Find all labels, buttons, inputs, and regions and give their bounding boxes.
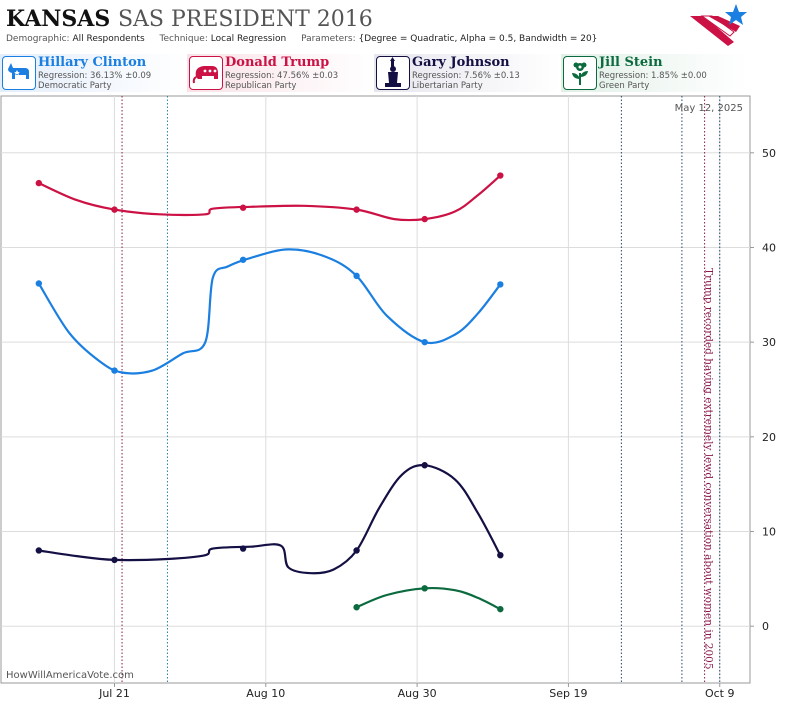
data-point-johnson-4 (421, 462, 428, 469)
series-lines (35, 172, 504, 613)
series-line-johnson (38, 464, 502, 575)
legend-regression-johnson: Regression: 7.56% ±0.13 (412, 71, 520, 81)
x-tick-label-2: Aug 30 (398, 687, 437, 700)
data-point-johnson-3 (353, 547, 360, 554)
legend-name-johnson: Gary Johnson (412, 55, 510, 70)
legend-item-johnson: Gary Johnson Regression: 7.56% ±0.13 Lib… (374, 54, 561, 92)
param-demographic: Demographic: All Respondents (6, 34, 145, 44)
data-point-clinton-1 (111, 367, 118, 374)
y-tick-label-10: 10 (762, 526, 776, 539)
legend-regression-clinton: Regression: 36.13% ±0.09 (38, 71, 152, 81)
date-label: May 12, 2025 (675, 103, 743, 114)
star-flag-logo-icon (690, 4, 747, 46)
y-tick-label-0: 0 (762, 620, 769, 633)
watermark: HowWillAmericaVote.com (6, 670, 134, 681)
data-point-stein-2 (497, 605, 504, 613)
liberty-icon (376, 56, 410, 90)
legend-name-stein: Jill Stein (599, 55, 663, 70)
data-point-trump-5 (497, 172, 504, 179)
data-point-stein-1 (421, 585, 428, 592)
candidate-legend: Hillary Clinton Regression: 36.13% ±0.09… (0, 54, 749, 94)
plot-frame (0, 95, 751, 684)
param-technique: Technique: Local Regression (159, 34, 287, 44)
y-tick-label-30: 30 (762, 336, 776, 349)
param-parameters: Parameters: {Degree = Quadratic, Alpha =… (301, 34, 598, 44)
event-annotation: Trump recorded having extremely lewd con… (703, 268, 715, 670)
legend-item-stein: Jill Stein Regression: 1.85% ±0.00 Green… (561, 54, 748, 92)
series-line-clinton (37, 248, 502, 375)
title-race: SAS PRESIDENT 2016 (117, 7, 373, 32)
y-axis-ticks: 0 10 20 30 40 50 (750, 147, 776, 633)
y-tick-label-20: 20 (762, 431, 776, 444)
legend-item-clinton: Hillary Clinton Regression: 36.13% ±0.09… (0, 54, 187, 92)
page-title: KANSAS SAS PRESIDENT 2016 (6, 6, 373, 33)
data-point-stein-0 (353, 604, 360, 611)
legend-item-trump: Donald Trump Regression: 47.56% ±0.03 Re… (187, 54, 374, 92)
donkey-icon (2, 56, 36, 90)
y-tick-label-40: 40 (762, 241, 776, 254)
legend-party-trump: Republican Party (225, 81, 297, 91)
legend-regression-trump: Regression: 47.56% ±0.03 (225, 71, 339, 81)
x-tick-label-3: Sep 19 (549, 687, 587, 700)
grid-lines (1, 96, 750, 683)
x-tick-label-4: Oct 9 (705, 687, 735, 700)
data-point-johnson-1 (111, 556, 118, 564)
data-point-johnson-5 (497, 551, 504, 559)
x-tick-label-1: Aug 10 (246, 687, 285, 700)
elephant-icon (189, 56, 223, 90)
data-point-johnson-0 (35, 547, 43, 554)
flower-icon (563, 56, 597, 90)
legend-name-clinton: Hillary Clinton (38, 55, 147, 70)
data-point-trump-0 (35, 179, 43, 187)
data-point-trump-1 (111, 206, 118, 213)
title-state: KANSAS (6, 6, 111, 32)
x-axis-ticks: Jul 21 Aug 10 Aug 30 Sep 19 Oct 9 (98, 683, 734, 700)
data-point-clinton-0 (35, 280, 43, 287)
legend-party-stein: Green Party (599, 81, 650, 91)
data-point-trump-2 (239, 204, 247, 211)
data-point-trump-4 (421, 215, 428, 223)
parameters-line: Demographic: All Respondents Technique: … (6, 34, 609, 44)
legend-party-johnson: Libertarian Party (412, 81, 483, 91)
series-line-trump (38, 174, 502, 222)
y-tick-label-50: 50 (762, 147, 776, 160)
x-tick-label-0: Jul 21 (98, 687, 130, 700)
chart-header: KANSAS SAS PRESIDENT 2016 Demographic: A… (0, 0, 749, 50)
data-point-clinton-2 (239, 256, 247, 263)
data-point-clinton-5 (497, 281, 504, 288)
data-point-johnson-2 (239, 545, 247, 552)
data-point-clinton-3 (353, 272, 360, 280)
data-point-trump-3 (353, 206, 360, 213)
series-line-stein (356, 586, 501, 611)
legend-regression-stein: Regression: 1.85% ±0.00 (599, 71, 707, 81)
data-point-clinton-4 (421, 338, 428, 346)
legend-name-trump: Donald Trump (225, 55, 330, 70)
event-lines (121, 96, 721, 683)
legend-party-clinton: Democratic Party (38, 81, 112, 91)
